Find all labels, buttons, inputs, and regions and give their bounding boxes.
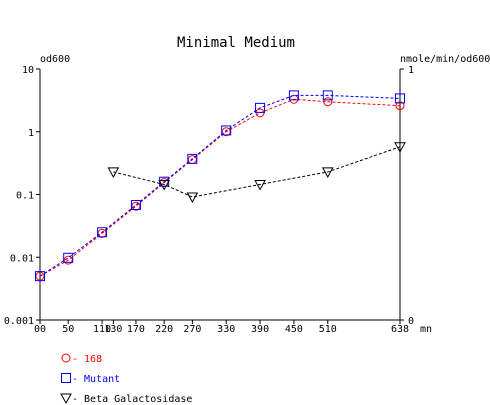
x-tick-label: 330 (217, 324, 235, 335)
legend-label: - 168 (72, 354, 102, 365)
data-point-square (61, 373, 71, 383)
data-point-square (221, 125, 232, 136)
legend-label: - Mutant (72, 374, 120, 385)
data-point-triangle (158, 179, 170, 191)
data-point-triangle (254, 179, 266, 191)
right-axis-label: nmole/min/od600 (400, 54, 490, 65)
data-point-square (255, 102, 266, 113)
data-point-square (130, 200, 141, 211)
y-right-tick-label: 0 (408, 316, 414, 327)
data-point-triangle (394, 142, 406, 153)
data-point-triangle (321, 167, 334, 178)
data-point-triangle (186, 192, 199, 204)
data-point-square (288, 90, 299, 101)
legend-label: - Beta Galactosidase (72, 394, 192, 405)
data-point-square (322, 90, 333, 101)
left-axis-label: od600 (40, 54, 70, 65)
series-line (39, 98, 401, 277)
data-point-square (395, 93, 405, 104)
y-left-tick-label: 0.01 (10, 253, 34, 264)
x-tick-label: 170 (127, 324, 145, 335)
data-point-circle (323, 97, 333, 107)
x-tick-label: 270 (183, 324, 201, 335)
series-layer (35, 90, 406, 282)
x-unit-label: mn (420, 324, 432, 335)
y-left-tick-label: 1 (28, 128, 34, 139)
data-point-square (187, 153, 198, 164)
x-tick-label: 390 (251, 324, 269, 335)
x-tick-label: 110 (93, 324, 111, 335)
data-point-triangle (107, 167, 120, 178)
y-left-tick-label: 0.001 (4, 316, 34, 327)
series-line (39, 94, 401, 277)
data-point-circle (395, 101, 405, 111)
data-point-square (97, 227, 108, 238)
x-tick-label: 638 (391, 324, 409, 335)
x-tick-label: 50 (62, 324, 74, 335)
x-tick-label: 450 (285, 324, 303, 335)
x-tick-label: 00 (34, 324, 46, 335)
data-point-square (63, 252, 74, 263)
x-tick-label: 510 (319, 324, 337, 335)
x-tick-label: 220 (155, 324, 173, 335)
data-point-circle (61, 353, 71, 363)
y-right-tick-label: 1 (408, 65, 414, 76)
data-point-triangle (60, 393, 72, 405)
data-point-square (35, 271, 45, 282)
legend: - 168 - Mutant - Beta Galactosidase (60, 353, 192, 405)
x-tick-label: 130 (104, 324, 122, 335)
y-left-tick-label: 10 (22, 65, 34, 76)
chart-title: Minimal Medium (177, 35, 295, 51)
y-left-tick-label: 0.1 (16, 191, 34, 202)
series-line (113, 146, 401, 198)
